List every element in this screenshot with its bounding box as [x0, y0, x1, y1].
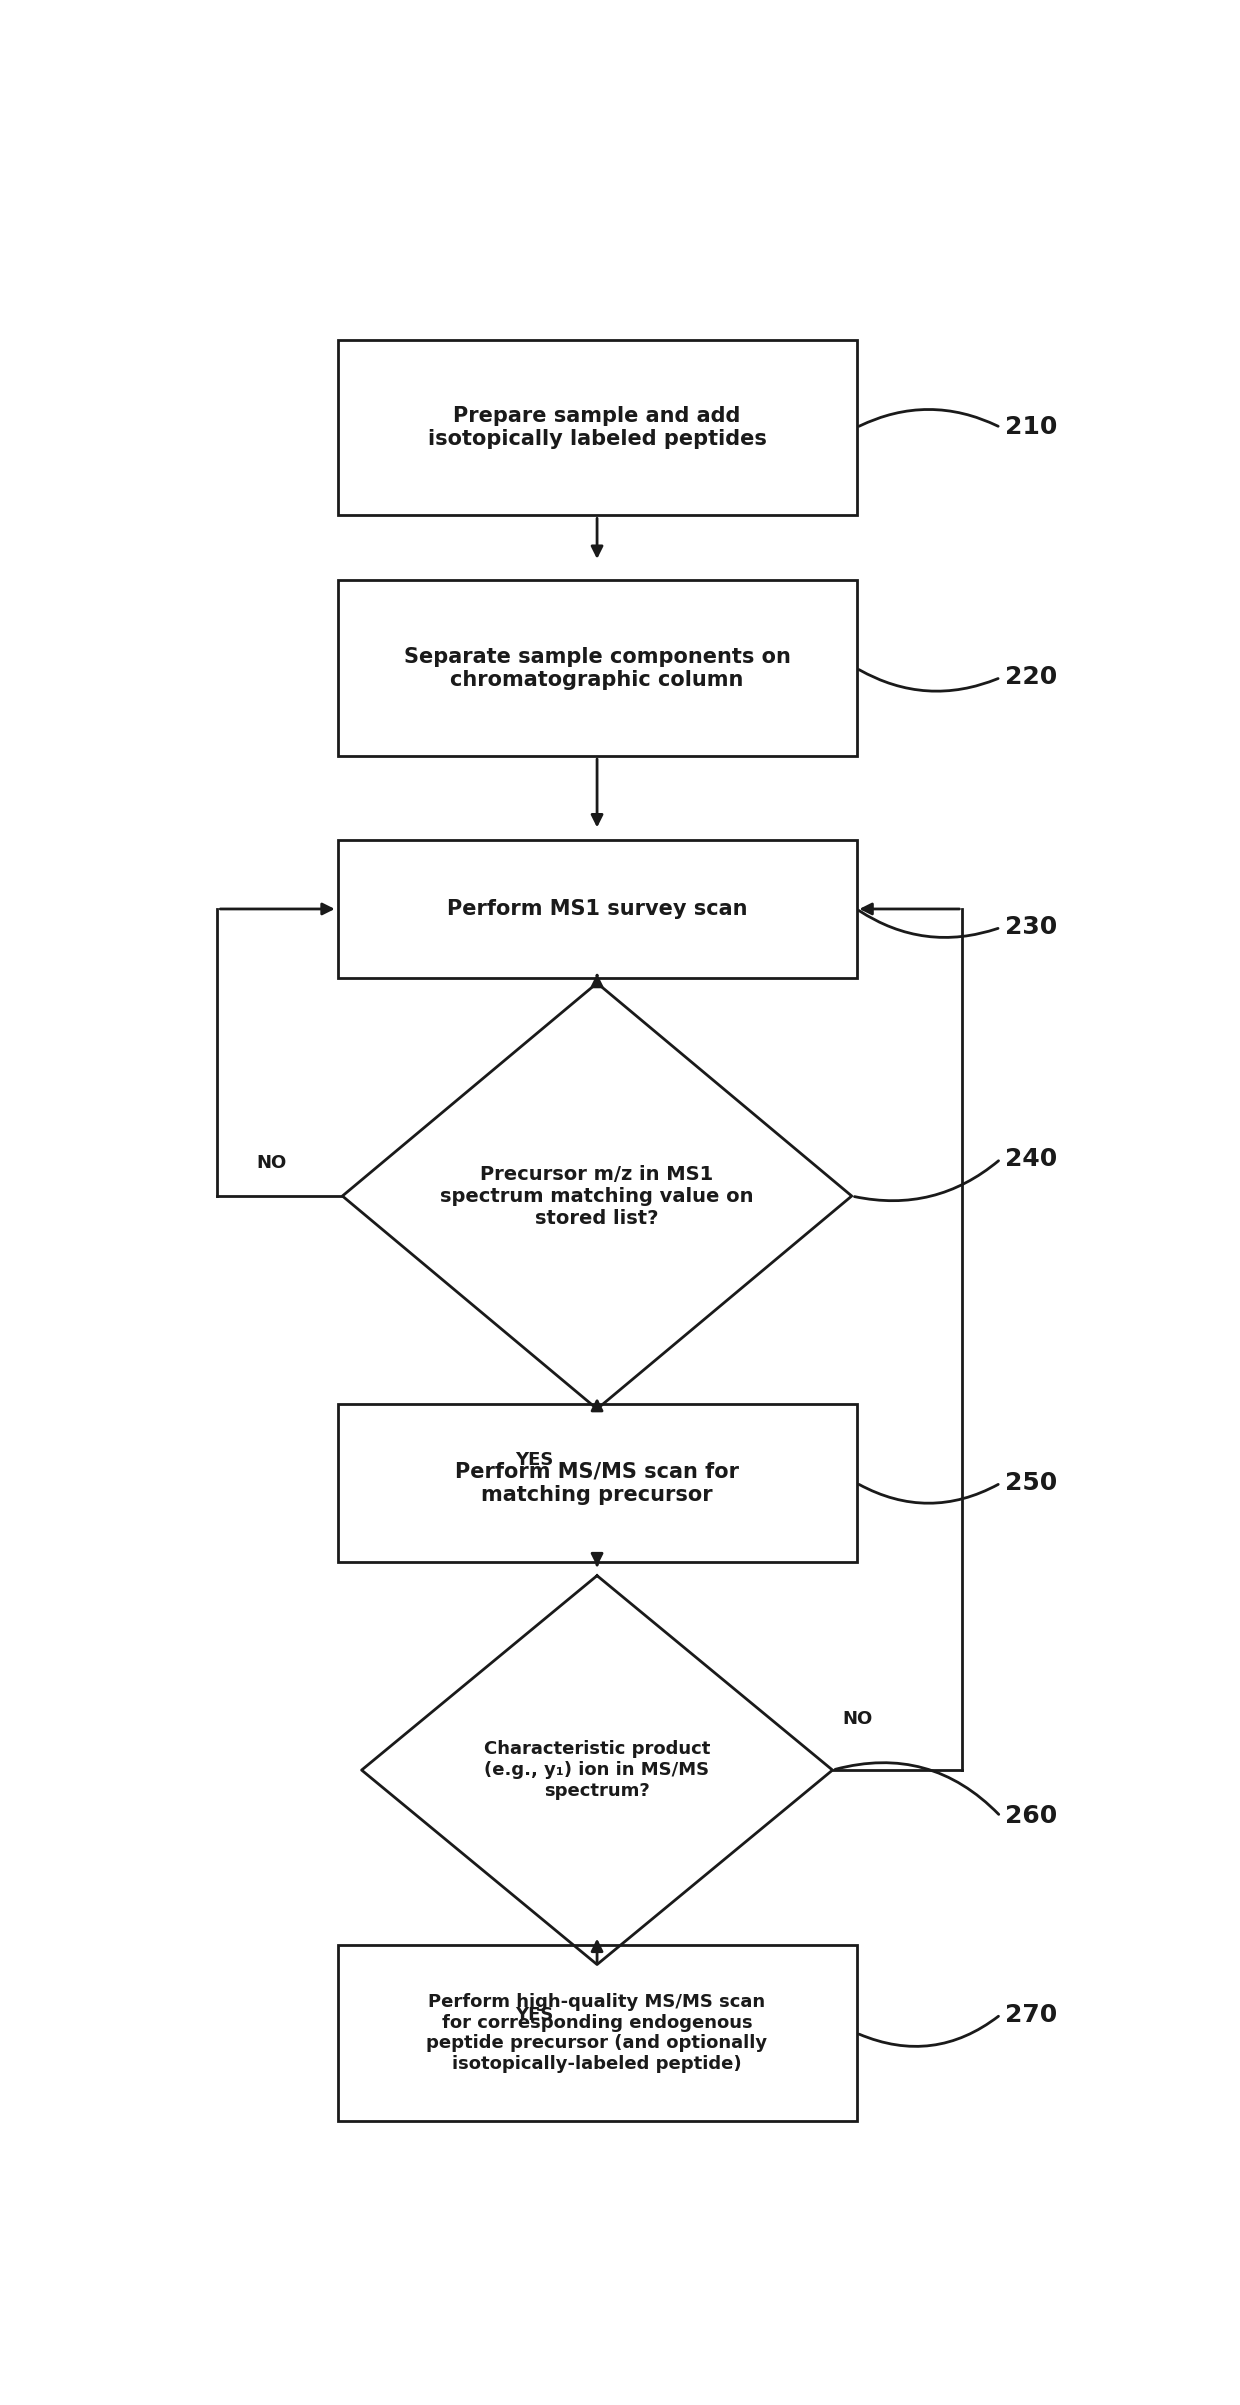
FancyBboxPatch shape: [337, 1946, 857, 2121]
Text: Precursor m/z in MS1
spectrum matching value on
stored list?: Precursor m/z in MS1 spectrum matching v…: [440, 1164, 754, 1227]
Text: Perform high-quality MS/MS scan
for corresponding endogenous
peptide precursor (: Perform high-quality MS/MS scan for corr…: [427, 1994, 768, 2073]
FancyBboxPatch shape: [337, 839, 857, 979]
Text: Separate sample components on
chromatographic column: Separate sample components on chromatogr…: [404, 647, 790, 690]
Polygon shape: [362, 1575, 832, 1965]
Text: YES: YES: [516, 2006, 554, 2025]
Text: YES: YES: [516, 1450, 554, 1469]
Text: Characteristic product
(e.g., y₁) ion in MS/MS
spectrum?: Characteristic product (e.g., y₁) ion in…: [484, 1741, 711, 1799]
Text: 270: 270: [1006, 2003, 1058, 2027]
FancyBboxPatch shape: [337, 1405, 857, 1561]
Text: NO: NO: [842, 1710, 873, 1727]
Text: NO: NO: [255, 1154, 286, 1171]
Text: Perform MS/MS scan for
matching precursor: Perform MS/MS scan for matching precurso…: [455, 1462, 739, 1506]
FancyBboxPatch shape: [337, 339, 857, 515]
Text: 230: 230: [1006, 916, 1058, 940]
Text: Prepare sample and add
isotopically labeled peptides: Prepare sample and add isotopically labe…: [428, 406, 766, 450]
Text: Perform MS1 survey scan: Perform MS1 survey scan: [446, 899, 748, 919]
Polygon shape: [342, 984, 852, 1409]
Text: 220: 220: [1006, 666, 1058, 690]
Text: 240: 240: [1006, 1147, 1058, 1171]
Text: 210: 210: [1006, 416, 1058, 440]
Text: 260: 260: [1006, 1804, 1058, 1828]
Text: 250: 250: [1006, 1472, 1058, 1496]
FancyBboxPatch shape: [337, 580, 857, 755]
